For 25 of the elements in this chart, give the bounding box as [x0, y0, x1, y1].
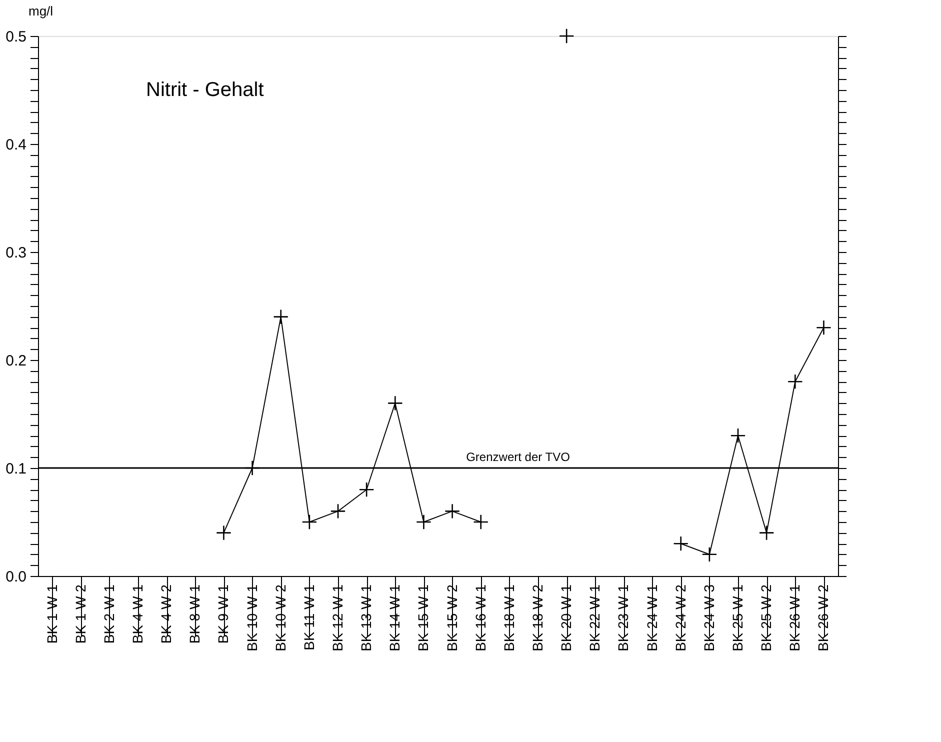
- y-tick-label: 0.5: [6, 28, 26, 46]
- point: [216, 525, 232, 541]
- point: [416, 514, 432, 530]
- point: [330, 503, 346, 519]
- point: [473, 514, 489, 530]
- point: [444, 503, 460, 519]
- y-tick-label: 0.2: [6, 352, 26, 370]
- point: [558, 28, 574, 44]
- y-tick-label: 0.1: [6, 460, 26, 478]
- point: [730, 428, 746, 444]
- point: [758, 525, 774, 541]
- point: [673, 536, 689, 552]
- y-axis-title: mg/l: [28, 4, 54, 18]
- ref-line-label: Grenzwert der TVO: [466, 450, 570, 464]
- point: [387, 395, 403, 411]
- point: [787, 374, 803, 390]
- point: [358, 482, 374, 498]
- point: [273, 309, 289, 325]
- y-tick-label: 0.4: [6, 136, 26, 154]
- point: [816, 320, 832, 336]
- y-tick-label: 0.0: [6, 568, 26, 586]
- y-tick-label: 0.3: [6, 244, 26, 262]
- point: [702, 546, 718, 562]
- text: Nitrit - Gehalt: [146, 79, 264, 101]
- point: [302, 514, 318, 530]
